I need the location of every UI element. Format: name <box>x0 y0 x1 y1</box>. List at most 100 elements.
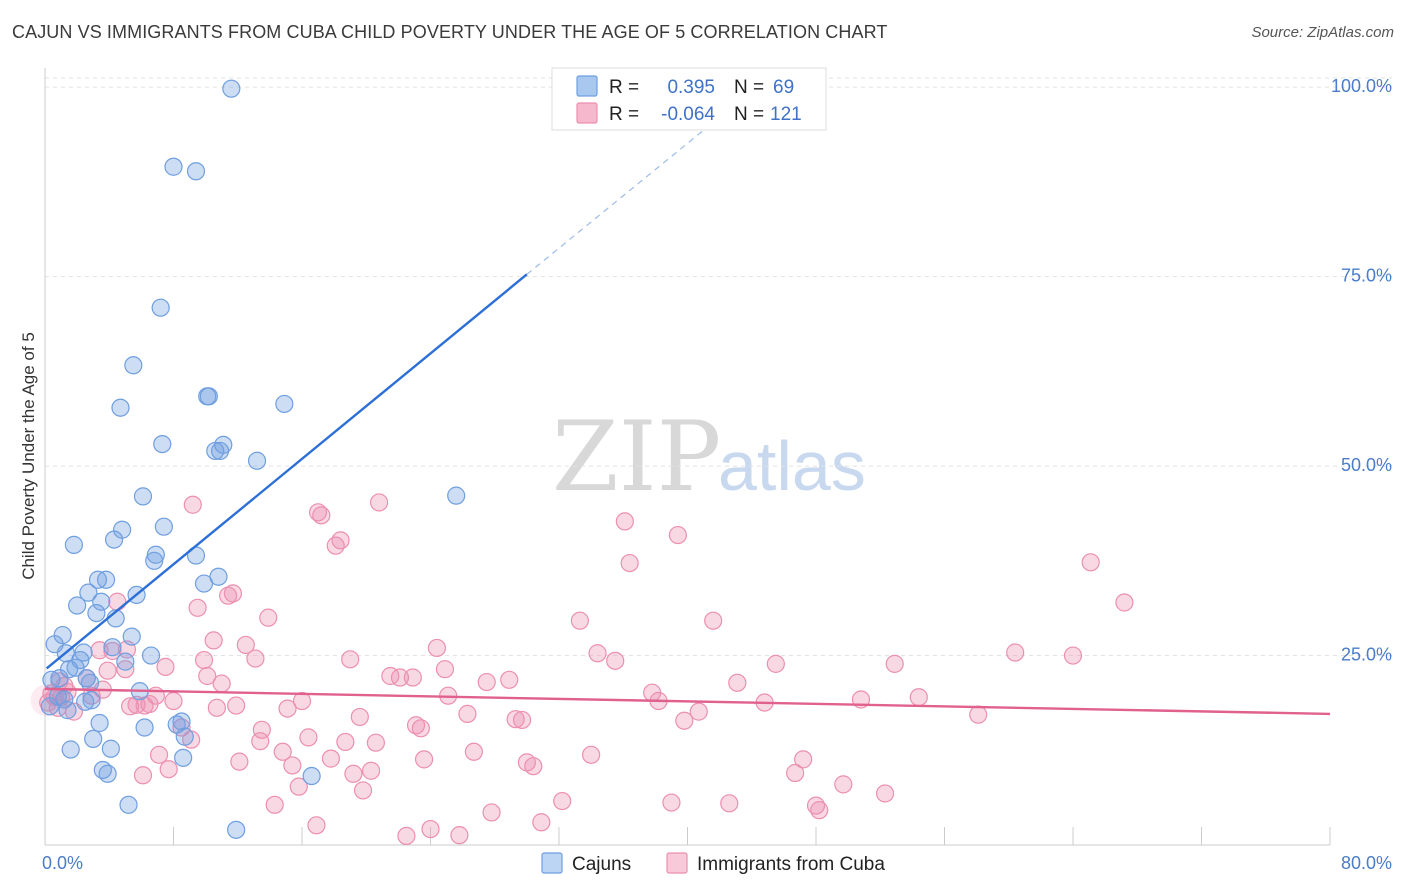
cajun-point <box>80 673 100 692</box>
cajun-point <box>111 398 130 417</box>
cuba-point <box>435 660 455 679</box>
cuba-point <box>326 536 345 555</box>
source-label: Source: ZipAtlas.com <box>1251 24 1394 41</box>
cuba-point <box>273 742 292 761</box>
cuba-point <box>458 704 477 723</box>
cuba-point <box>570 611 589 630</box>
cuba-point <box>227 696 246 715</box>
cajun-point <box>222 79 241 98</box>
cajun-point <box>53 625 72 645</box>
cajun-point <box>103 638 122 657</box>
legend-swatch-cajuns <box>576 75 598 97</box>
cuba-point <box>1115 593 1134 612</box>
cuba-point <box>582 745 601 764</box>
cajun-point <box>214 435 233 454</box>
cuba-point <box>704 611 723 630</box>
cajun-point <box>141 646 161 665</box>
cuba-point <box>116 660 135 679</box>
cuba-point <box>909 688 928 707</box>
cuba-point <box>512 710 532 730</box>
cuba-point <box>397 826 416 846</box>
cuba-point <box>183 495 202 514</box>
cuba-point <box>500 670 519 689</box>
cajun-point <box>164 157 183 176</box>
cuba-point <box>321 749 341 768</box>
cajuns-trend-line <box>45 273 528 670</box>
cajun-point <box>79 583 98 602</box>
cuba-point <box>720 794 739 813</box>
cuba-point <box>336 732 355 752</box>
cuba-point <box>331 531 350 550</box>
cajun-point <box>84 729 103 749</box>
legend-n-value-2: 121 <box>770 104 802 125</box>
cajun-point <box>124 356 143 375</box>
cuba-point <box>223 584 243 603</box>
cajun-points <box>40 79 466 839</box>
cuba-point <box>810 801 829 820</box>
cajun-point <box>96 570 116 589</box>
cuba-point <box>668 525 687 545</box>
cuba-point <box>307 816 326 835</box>
cuba-point <box>121 697 140 716</box>
cajun-point <box>90 713 109 733</box>
cuba-point <box>381 666 400 686</box>
cajun-point <box>87 603 106 623</box>
cuba-point <box>149 745 169 764</box>
cuba-point <box>204 631 223 650</box>
cajun-point <box>275 394 294 414</box>
cuba-point <box>308 503 328 522</box>
cajun-point <box>151 298 170 317</box>
cajun-point <box>302 766 321 786</box>
cuba-point <box>406 716 426 735</box>
cuba-point <box>366 733 385 752</box>
cuba-point <box>553 791 572 811</box>
legend-r-label-2: R = <box>609 104 639 125</box>
cuba-point <box>246 649 265 668</box>
cuba-point <box>344 764 363 783</box>
cuba-point <box>482 803 501 822</box>
cajun-point <box>154 517 173 536</box>
cuba-point <box>252 720 271 739</box>
cuba-point <box>156 657 175 677</box>
cuba-point <box>969 705 988 724</box>
cajun-point <box>50 669 69 688</box>
cajun-point <box>82 691 101 710</box>
cuba-point <box>403 668 422 687</box>
cuba-point <box>236 635 255 655</box>
cuba-point <box>1063 646 1083 665</box>
cuba-point <box>219 586 238 605</box>
cajun-point <box>122 627 141 646</box>
cajun-point <box>247 451 267 470</box>
cuba-point <box>414 750 434 769</box>
cuba-point <box>606 651 625 670</box>
legend-r-label-1: R = <box>609 77 639 98</box>
cuba-trend-line <box>44 687 1331 716</box>
cuba-point <box>133 766 153 785</box>
cajun-point <box>186 162 206 181</box>
cuba-point <box>353 781 373 800</box>
cuba-point <box>620 553 639 573</box>
cuba-point <box>885 654 904 673</box>
cuba-point <box>675 711 694 730</box>
cuba-point <box>1081 553 1100 572</box>
cajun-point <box>199 387 218 406</box>
cuba-point <box>834 775 853 794</box>
cajun-point <box>146 545 165 564</box>
cajun-point <box>116 652 135 671</box>
watermark-zip: ZIP <box>552 401 721 513</box>
cajun-point <box>133 487 153 506</box>
cajun-point <box>76 692 95 711</box>
cuba-point <box>390 668 410 687</box>
cuba-point <box>164 691 183 711</box>
chart-title: CAJUN VS IMMIGRANTS FROM CUBA CHILD POVE… <box>12 22 888 42</box>
cajun-point <box>119 795 138 814</box>
cuba-point <box>464 742 483 761</box>
cuba-point <box>207 698 226 717</box>
cuba-point <box>615 512 634 531</box>
cuba-point <box>588 644 607 663</box>
cajun-point <box>447 486 466 505</box>
cajun-point <box>61 740 80 759</box>
cajun-point <box>112 520 132 539</box>
cuba-point <box>532 813 551 832</box>
cuba-point <box>292 691 312 711</box>
